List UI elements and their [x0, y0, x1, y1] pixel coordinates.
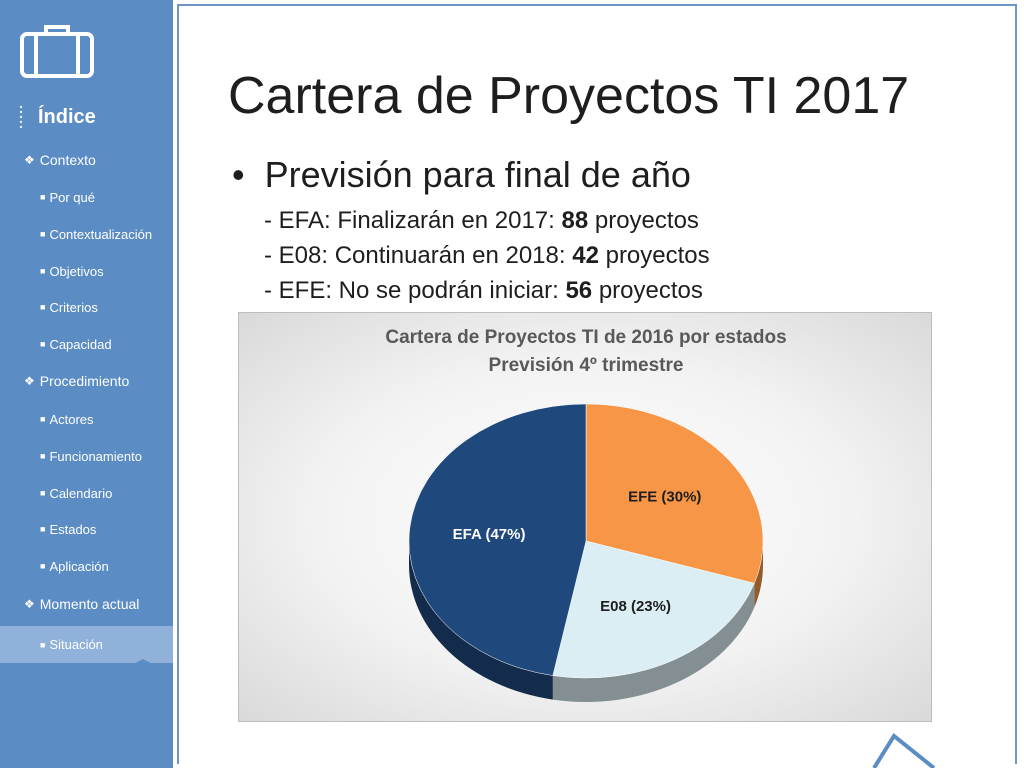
sidebar-item-label: Actores [49, 411, 94, 427]
sidebar-item-label: Aplicación [49, 558, 109, 574]
sidebar-item-label: Por qué [49, 189, 95, 205]
pie-slice-efa [408, 403, 587, 676]
slide-frame [173, 0, 1024, 768]
square-bullet-icon: ■ [40, 266, 46, 276]
square-bullet-icon: ■ [40, 561, 46, 571]
pie-side-efa [409, 541, 553, 700]
pie-chart-canvas: EFE (30%) E08 (23%) EFA (47%) [408, 403, 764, 702]
pie-slice-efe [585, 403, 764, 584]
bullet-heading: • Previsión para final de año [232, 154, 691, 196]
sidebar-item-calendario[interactable]: ■ Calendario [0, 478, 173, 508]
square-bullet-icon: ■ [40, 229, 46, 239]
bullet-dot-icon: • [232, 154, 245, 195]
detail-suffix: proyectos [598, 242, 710, 269]
chart-title: Cartera de Proyectos TI de 2016 por esta… [385, 327, 787, 348]
sidebar-item-label: Situación [49, 637, 103, 652]
active-pointer-icon [130, 659, 156, 666]
sidebar-item-label: Calendario [49, 485, 113, 501]
square-bullet-icon: ■ [40, 339, 46, 349]
square-bullet-icon: ■ [40, 488, 46, 498]
pie-side-e08 [552, 583, 755, 702]
detail-suffix: proyectos [592, 277, 703, 304]
square-bullet-icon: ■ [40, 524, 46, 534]
pie-side-efe [754, 541, 763, 608]
sidebar-item-label: Objetivos [49, 263, 104, 279]
sidebar-item-momento-actual[interactable]: ❖ Momento actual [0, 589, 173, 619]
sidebar-item-label: Capacidad [49, 336, 112, 352]
sidebar: Índice ❖ Contexto ■ Por qué ■ Contextual… [0, 0, 173, 768]
sidebar-item-estados[interactable]: ■ Estados [0, 514, 173, 544]
sidebar-item-capacidad[interactable]: ■ Capacidad [0, 329, 173, 359]
diamond-bullet-icon: ❖ [24, 374, 35, 388]
diamond-bullet-icon: ❖ [24, 597, 35, 611]
sidebar-item-label: Procedimiento [39, 373, 130, 389]
page-title: Cartera de Proyectos TI 2017 [228, 67, 910, 125]
sidebar-item-procedimiento[interactable]: ❖ Procedimiento [0, 366, 173, 396]
sidebar-item-criterios[interactable]: ■ Criterios [0, 292, 173, 322]
square-bullet-icon: ■ [40, 639, 46, 650]
sidebar-item-label: Criterios [49, 299, 98, 315]
detail-value: 42 [572, 242, 599, 269]
pie-slice-e08 [552, 540, 755, 679]
pie-label-e08: E08 (23%) [600, 598, 671, 615]
pie-chart: Cartera de Proyectos TI de 2016 por esta… [238, 312, 932, 722]
sidebar-item-contextualizacion[interactable]: ■ Contextualización [0, 219, 173, 249]
sidebar-item-label: Momento actual [39, 596, 140, 612]
detail-line-efe: - EFE: No se podrán iniciar: 56 proyecto… [264, 277, 703, 305]
detail-prefix: - EFE: No se podrán iniciar: [264, 277, 566, 304]
detail-value: 88 [561, 207, 589, 234]
sidebar-item-label: Estados [49, 521, 97, 537]
corner-decoration [872, 733, 936, 768]
detail-value: 56 [565, 277, 593, 304]
index-title: Índice [38, 105, 96, 128]
square-bullet-icon: ■ [40, 451, 46, 461]
sidebar-item-objetivos[interactable]: ■ Objetivos [0, 256, 173, 286]
bullet-text: Previsión para final de año [264, 154, 691, 195]
square-bullet-icon: ■ [40, 302, 46, 312]
index-header: Índice [16, 104, 96, 130]
sidebar-item-contexto[interactable]: ❖ Contexto [0, 145, 173, 175]
sidebar-item-situacion[interactable]: ■ Situación [0, 626, 173, 663]
pie-label-efa: EFA (47%) [453, 526, 526, 543]
detail-line-e08: - E08: Continuarán en 2018: 42 proyectos [264, 242, 710, 270]
dotted-line-icon [19, 105, 23, 129]
sidebar-item-label: Funcionamiento [49, 448, 142, 464]
detail-suffix: proyectos [588, 207, 699, 234]
detail-line-efa: - EFA: Finalizarán en 2017: 88 proyectos [264, 207, 699, 235]
square-bullet-icon: ■ [40, 192, 46, 202]
detail-prefix: - EFA: Finalizarán en 2017: [264, 207, 562, 234]
square-bullet-icon: ■ [40, 414, 46, 424]
frame-border [177, 4, 1017, 764]
detail-prefix: - E08: Continuarán en 2018: [264, 242, 573, 269]
sidebar-item-actores[interactable]: ■ Actores [0, 404, 173, 434]
diamond-bullet-icon: ❖ [24, 153, 35, 167]
sidebar-item-aplicacion[interactable]: ■ Aplicación [0, 551, 173, 581]
briefcase-icon [20, 25, 94, 78]
chart-subtitle: Previsión 4º trimestre [488, 355, 684, 376]
pie-label-efe: EFE (30%) [628, 489, 701, 506]
sidebar-item-por-que[interactable]: ■ Por qué [0, 182, 173, 212]
sidebar-item-label: Contextualización [49, 226, 153, 242]
sidebar-item-label: Contexto [39, 152, 96, 168]
sidebar-item-funcionamiento[interactable]: ■ Funcionamiento [0, 441, 173, 471]
